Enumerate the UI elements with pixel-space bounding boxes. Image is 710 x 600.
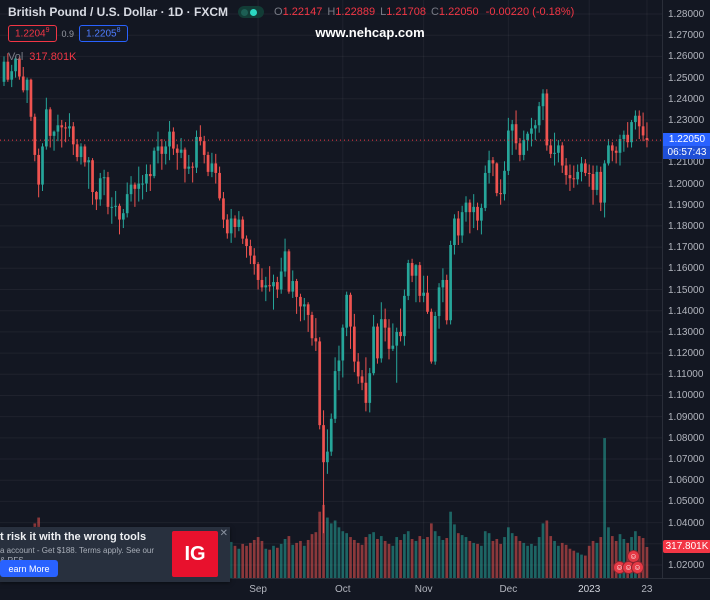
price-axis-label: 1.12000 — [668, 348, 705, 360]
volume-label: Vol — [8, 51, 24, 64]
close-label: C — [430, 6, 439, 18]
symbol-title: British Pound / U.S. Dollar · 1D · FXCM — [8, 5, 229, 19]
price-axis-label: 1.24000 — [668, 93, 705, 105]
price-axis-label: 1.21000 — [668, 157, 705, 169]
price-axis-label: 1.25000 — [668, 72, 705, 84]
high-value: 1.22889 — [335, 6, 376, 18]
open-label: O — [274, 6, 283, 18]
price-axis-label: 1.07000 — [668, 454, 705, 466]
price-axis-label: 1.06000 — [668, 475, 705, 487]
spread-value: 0.9 — [61, 28, 75, 39]
volume-indicator-legend: Vol 317.801K — [8, 51, 574, 63]
high-label: H — [327, 6, 336, 18]
price-axis-label: 1.13000 — [668, 326, 705, 338]
price-axis-label: 1.18000 — [668, 220, 705, 232]
chart-canvas[interactable]: www.nehcap.com — [0, 0, 662, 578]
watermark-text: www.nehcap.com — [315, 25, 425, 40]
bar-countdown: 06:57:43 — [663, 146, 710, 160]
time-axis-label: Nov — [414, 584, 433, 595]
price-axis-label: 1.10000 — [668, 390, 705, 402]
change-value: -0.00220 (-0.18%) — [485, 6, 575, 18]
time-axis-label: Oct — [335, 584, 351, 595]
ad-banner[interactable]: t risk it with the wrong tools a account… — [0, 527, 230, 582]
time-axis-label: Sep — [249, 584, 267, 595]
ad-learn-more-button[interactable]: earn More — [0, 560, 58, 577]
open-value: 1.22147 — [282, 6, 323, 18]
price-axis-label: 1.14000 — [668, 305, 705, 317]
last-price-badge: 1.22050 06:57:43 — [663, 133, 710, 160]
price-axis-label: 1.17000 — [668, 242, 705, 254]
ig-logo[interactable]: IG — [172, 531, 218, 577]
emoji-face-icon: ☺ — [631, 561, 644, 574]
low-value: 1.21708 — [386, 6, 426, 18]
emoji-reactions-cluster[interactable]: ☺ ☺ ☺ — [613, 561, 644, 574]
volume-badge: 317.801K — [663, 540, 710, 553]
last-price-value: 1.22050 — [663, 133, 710, 147]
volume-value: 317.801K — [29, 51, 77, 64]
ad-headline: t risk it with the wrong tools — [0, 531, 147, 543]
toggle-dot-on-icon — [250, 8, 258, 16]
price-axis-label: 1.26000 — [668, 51, 705, 63]
price-axis-label: 1.20000 — [668, 178, 705, 190]
price-axis-label: 1.05000 — [668, 496, 705, 508]
price-axis-label: 1.15000 — [668, 284, 705, 296]
market-status-toggle-icon[interactable] — [238, 6, 265, 18]
price-axis-label: 1.08000 — [668, 432, 705, 444]
emoji-reaction-icon[interactable]: ☺ — [627, 546, 640, 564]
price-axis-label: 1.09000 — [668, 411, 705, 423]
time-axis-label: Dec — [499, 584, 518, 595]
ohlc-readout: O1.22147 H1.22889 L1.21708 C1.22050 -0.0… — [274, 6, 574, 18]
price-axis-label: 1.04000 — [668, 517, 705, 529]
toggle-dot-off-icon — [241, 8, 249, 16]
emoji-face-icon: ☺ — [627, 550, 640, 563]
buy-price-button[interactable]: 1.22058 — [79, 25, 128, 43]
chart-legend: British Pound / U.S. Dollar · 1D · FXCM … — [8, 5, 574, 63]
price-axis[interactable]: 1.020001.030001.040001.050001.060001.070… — [662, 0, 710, 578]
time-axis[interactable]: Sep Oct Nov Dec 2023 23 — [0, 578, 710, 600]
low-label: L — [380, 6, 387, 18]
sell-price-button[interactable]: 1.22049 — [8, 25, 57, 43]
price-axis-label: 1.23000 — [668, 114, 705, 126]
price-axis-label: 1.27000 — [668, 30, 705, 42]
price-axis-label: 1.19000 — [668, 199, 705, 211]
ad-body-line1: a account - Get $188. Terms apply. See o… — [0, 546, 155, 555]
time-axis-label: 23 — [641, 584, 653, 595]
price-axis-label: 1.02000 — [668, 560, 705, 571]
price-axis-label: 1.16000 — [668, 263, 705, 275]
ad-close-icon[interactable]: ✕ — [219, 528, 228, 539]
close-value: 1.22050 — [438, 6, 479, 18]
time-axis-label: 2023 — [578, 584, 601, 595]
price-axis-label: 1.11000 — [668, 369, 704, 381]
candlestick-plot[interactable] — [0, 0, 662, 578]
price-axis-label: 1.28000 — [668, 9, 705, 20]
